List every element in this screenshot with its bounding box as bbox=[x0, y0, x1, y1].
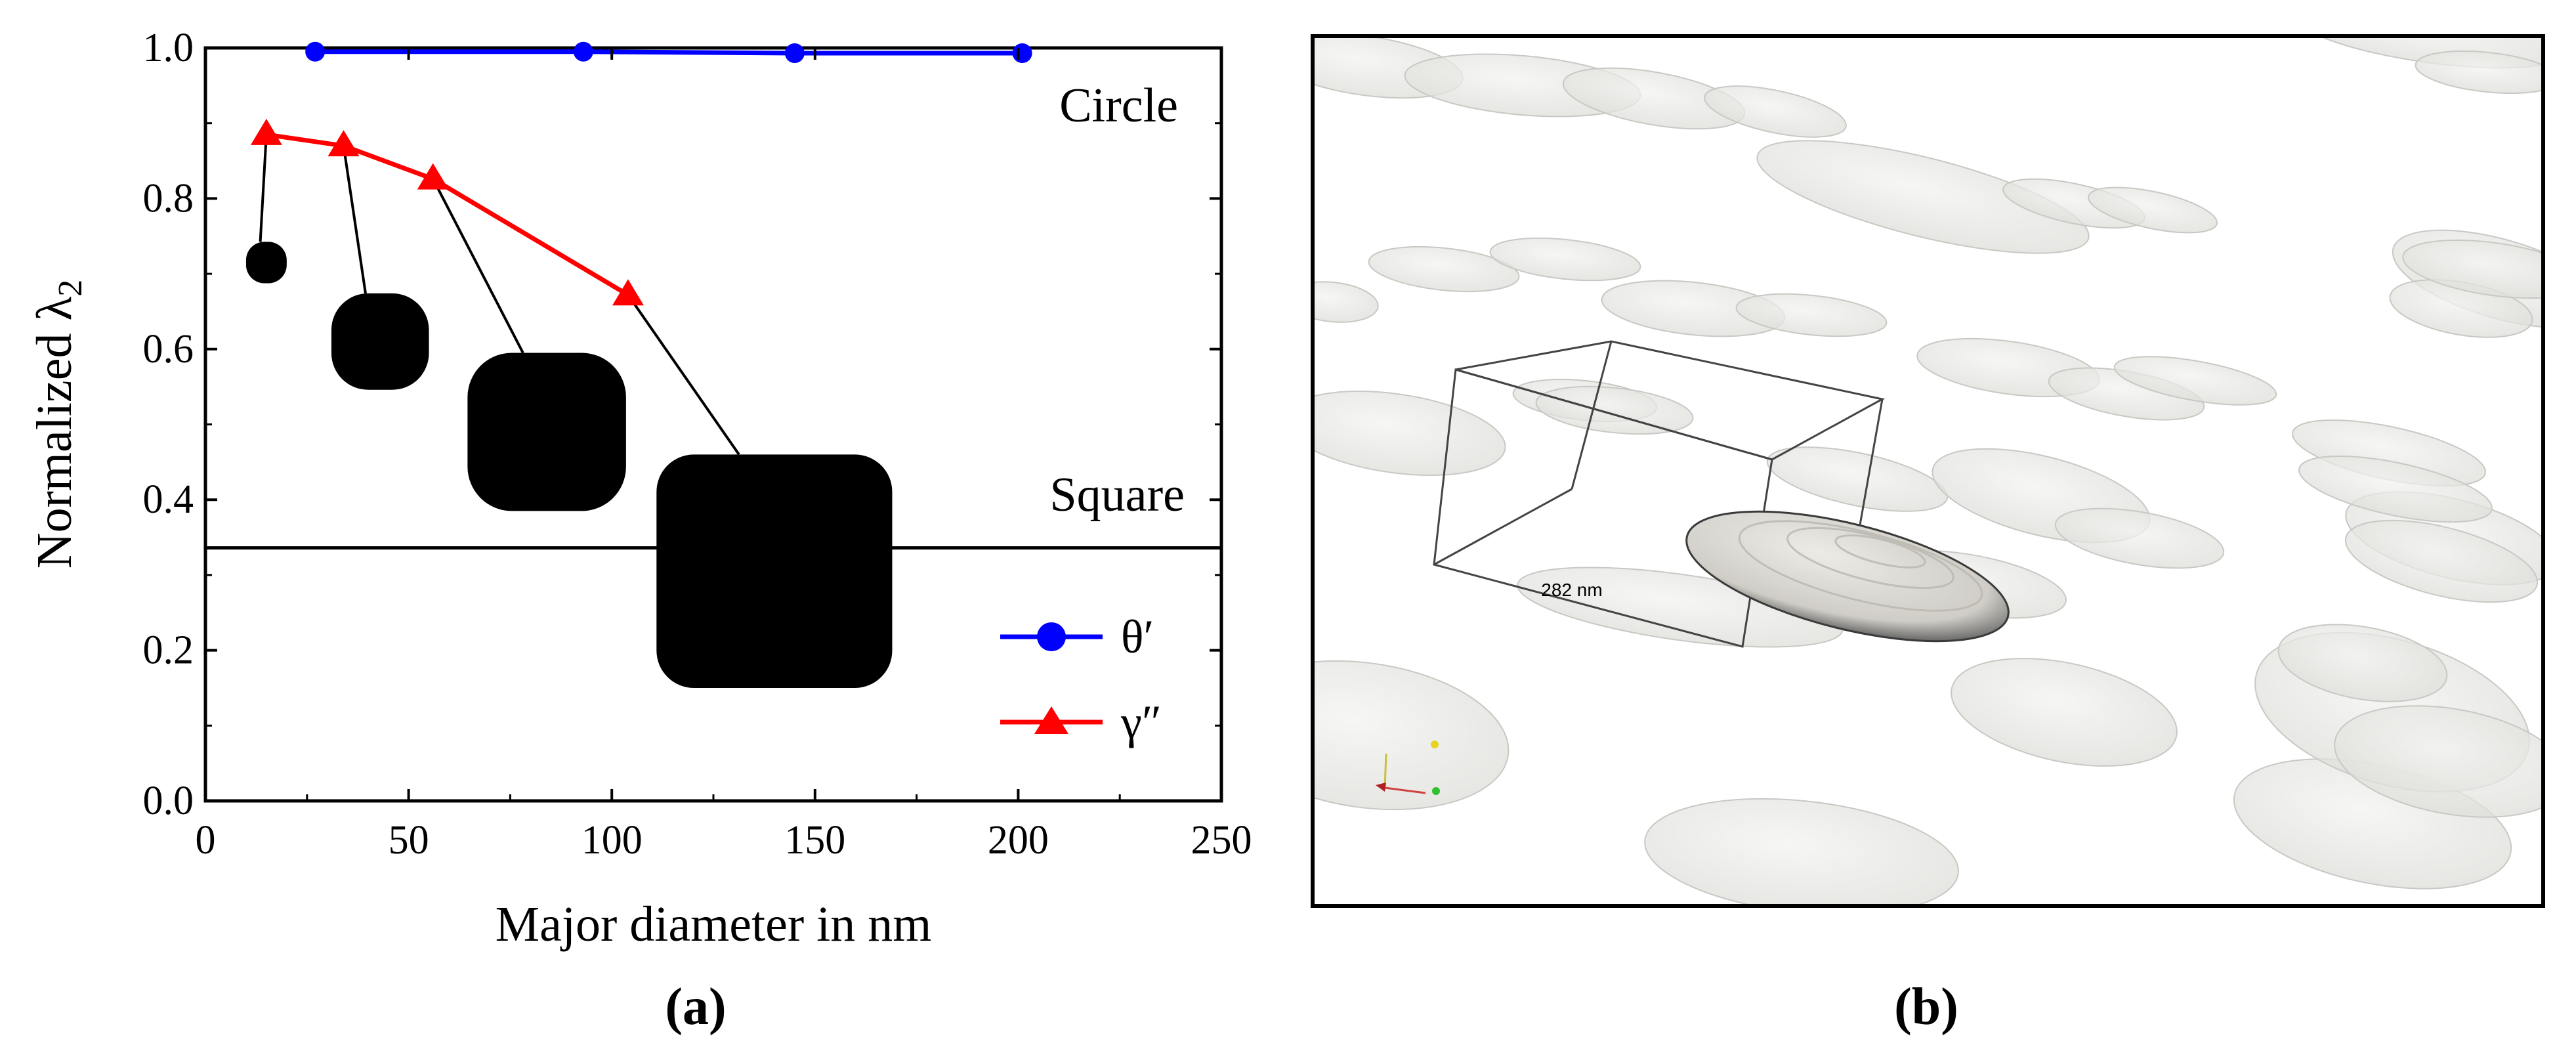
legend-marker-gamma bbox=[1034, 706, 1068, 734]
series-1-point bbox=[573, 41, 593, 62]
inset-connector-1 bbox=[259, 134, 268, 242]
series-2-point bbox=[612, 279, 644, 306]
series-1-point bbox=[784, 43, 805, 64]
x-tick-label: 150 bbox=[784, 818, 845, 863]
precipitate-disk bbox=[1313, 281, 1379, 323]
ring-3 bbox=[1834, 534, 1926, 568]
render-panel-b: 282 nm (b) bbox=[1311, 34, 2545, 1036]
y-tick-label: 1.0 bbox=[143, 26, 194, 70]
legend-marker-theta bbox=[1037, 622, 1066, 651]
highlighted-precipitate-rings bbox=[1738, 520, 1983, 612]
highlighted-precipitate bbox=[1685, 510, 2010, 643]
precipitate-disk bbox=[1704, 85, 1847, 138]
series-2-point bbox=[327, 130, 360, 157]
axis-ticks bbox=[204, 47, 1223, 802]
inset-connector-3 bbox=[431, 178, 524, 354]
precipitate-disk bbox=[2415, 51, 2543, 94]
precipitate-disk bbox=[1644, 798, 1959, 906]
precipitate-disk bbox=[2277, 624, 2448, 702]
x-tick-label: 0 bbox=[196, 818, 216, 863]
series-line-1 bbox=[315, 49, 1023, 56]
y-tick-label: 0.4 bbox=[143, 477, 194, 522]
legend: θ′ γ″ bbox=[1000, 611, 1162, 748]
scale-box-edge-2 bbox=[1856, 398, 1884, 540]
scale-box bbox=[1433, 340, 1886, 648]
triad-z-dot bbox=[1432, 787, 1440, 795]
series-1-point bbox=[305, 41, 326, 62]
series-2-point bbox=[250, 118, 282, 145]
precipitate-disk bbox=[2298, 455, 2493, 523]
precipitate-disk bbox=[1735, 293, 1888, 337]
y-axis-title: Normalized λ2 bbox=[27, 280, 89, 569]
square-reference-label: Square bbox=[1050, 468, 1185, 522]
precipitate-disk bbox=[1951, 658, 2178, 767]
x-tick-label: 250 bbox=[1191, 818, 1252, 863]
legend-label-gamma: γ″ bbox=[1120, 696, 1162, 748]
y-axis-title-subscript: 2 bbox=[52, 280, 89, 297]
x-tick-label: 100 bbox=[581, 818, 643, 863]
y-tick-label: 0.6 bbox=[143, 327, 194, 372]
ring-1 bbox=[1738, 520, 1983, 612]
inset-connector-2 bbox=[342, 145, 367, 294]
x-tick-label: 50 bbox=[389, 818, 429, 863]
series-layer bbox=[250, 41, 1032, 306]
triad-y-axis bbox=[1383, 753, 1387, 788]
precipitate-disk bbox=[2113, 356, 2277, 406]
triad-y-dot bbox=[1431, 740, 1439, 748]
scale-bar-label: 282 nm bbox=[1541, 580, 1602, 600]
legend-entry-theta: θ′ bbox=[1000, 611, 1154, 663]
triad-x-arrow bbox=[1376, 783, 1386, 792]
caption-a: (a) bbox=[665, 978, 726, 1036]
axes-triad bbox=[1376, 740, 1440, 795]
precipitate-disk bbox=[1535, 385, 1694, 435]
triad-x-axis bbox=[1384, 786, 1426, 794]
precipitate-shape-1 bbox=[245, 242, 287, 284]
series-1-point bbox=[1012, 43, 1032, 64]
precipitate-disk bbox=[1368, 246, 1520, 293]
legend-label-theta: θ′ bbox=[1121, 611, 1154, 663]
precipitate-shape-3 bbox=[467, 353, 626, 511]
precipitate-disk bbox=[2334, 705, 2543, 818]
precipitate-disk bbox=[2402, 239, 2543, 299]
precipitate-disk bbox=[2054, 507, 2225, 569]
series-line-2 bbox=[266, 132, 629, 297]
axis-tick-labels: 0 50 100 150 200 250 0.0 0.2 0.4 0.6 0.8 1.0 bbox=[143, 26, 1252, 863]
precipitate-disk bbox=[1313, 660, 1510, 811]
inset-connector-4 bbox=[627, 294, 740, 456]
y-tick-label: 0.0 bbox=[143, 779, 194, 823]
precipitate-disk bbox=[1756, 140, 2090, 254]
scale-box-edge-3 bbox=[1433, 488, 1573, 566]
ring-2 bbox=[1786, 526, 1954, 590]
y-axis-title-main: Normalized λ bbox=[27, 297, 82, 569]
render-frame bbox=[1311, 34, 2545, 908]
precipitate-disk bbox=[2344, 519, 2539, 603]
scale-box-edge-1 bbox=[1571, 341, 1613, 490]
legend-entry-gamma: γ″ bbox=[1000, 696, 1162, 748]
caption-b: (b) bbox=[1894, 978, 1958, 1036]
chart-panel-a: 0 50 100 150 200 250 0.0 0.2 0.4 0.6 0.8 1.0 Major … bbox=[27, 26, 1252, 1036]
y-tick-label: 0.2 bbox=[143, 628, 194, 673]
circle-reference-label: Circle bbox=[1059, 79, 1178, 133]
x-axis-title: Major diameter in nm bbox=[496, 897, 932, 952]
precipitate-shape-4 bbox=[656, 454, 893, 688]
precipitate-disk bbox=[1489, 237, 1641, 282]
precipitate-disk bbox=[2088, 186, 2218, 234]
series-2-point bbox=[417, 163, 449, 190]
shape-insets bbox=[245, 134, 893, 688]
precipitate-shape-2 bbox=[331, 293, 429, 390]
precipitate-disk bbox=[1766, 446, 1949, 512]
y-tick-label: 0.8 bbox=[143, 176, 194, 221]
x-tick-label: 200 bbox=[988, 818, 1049, 863]
